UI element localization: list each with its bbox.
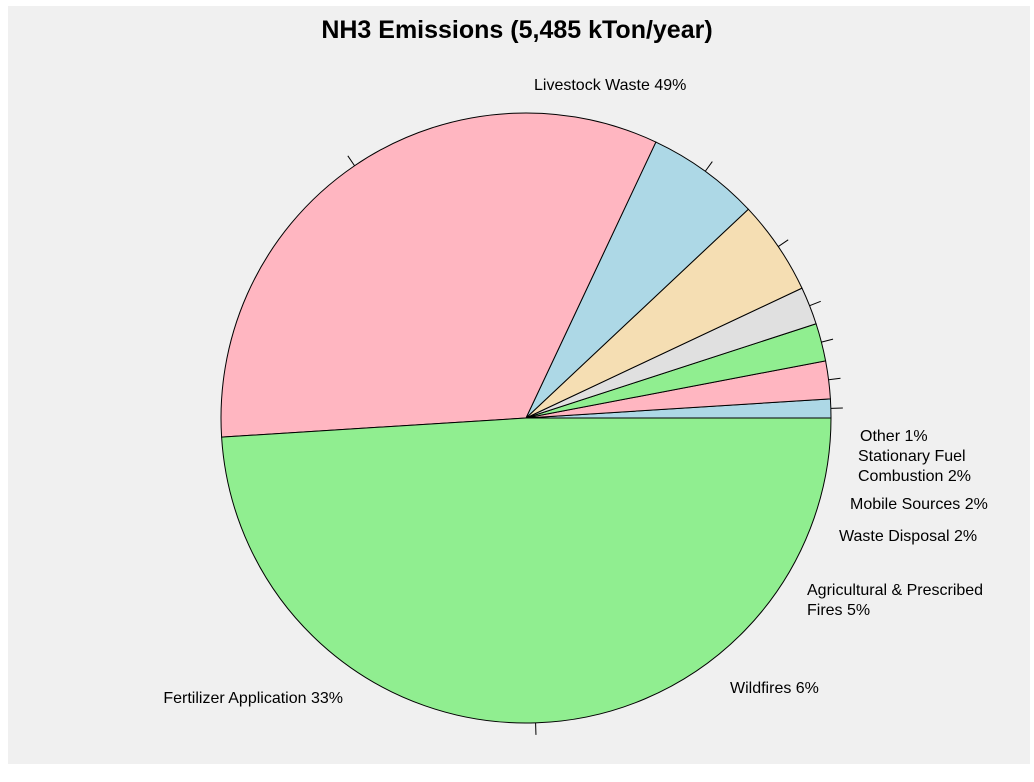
slice-label-stationary-fuel-combustion-2: Stationary Fuel Combustion 2% — [858, 448, 971, 485]
leader-line-mobile-sources-2 — [821, 338, 834, 343]
pie-slice-fertilizer-application-33 — [220, 112, 657, 438]
slice-label-wildfires-6: Wildfires 6% — [730, 680, 819, 697]
leader-line-agricultural-prescribed-fires-5 — [777, 239, 789, 247]
leader-line-fertilizer-application-33 — [347, 155, 355, 167]
slice-label-waste-disposal-2: Waste Disposal 2% — [839, 528, 977, 545]
slice-label-livestock-waste-49: Livestock Waste 49% — [534, 77, 686, 94]
slice-label-mobile-sources-2: Mobile Sources 2% — [850, 496, 988, 513]
chart-title: NH3 Emissions (5,485 kTon/year) — [321, 16, 713, 44]
slice-label-agricultural-prescribed-fires-5: Agricultural & Prescribed Fires 5% — [807, 582, 983, 619]
slice-label-other-1: Other 1% — [860, 428, 928, 445]
pie-slice-livestock-waste-49 — [221, 417, 832, 724]
leader-line-wildfires-6 — [704, 161, 713, 172]
slice-label-fertilizer-application-33: Fertilizer Application 33% — [163, 690, 343, 707]
leader-line-stationary-fuel-combustion-2 — [828, 377, 841, 381]
leader-line-waste-disposal-2 — [809, 300, 821, 307]
